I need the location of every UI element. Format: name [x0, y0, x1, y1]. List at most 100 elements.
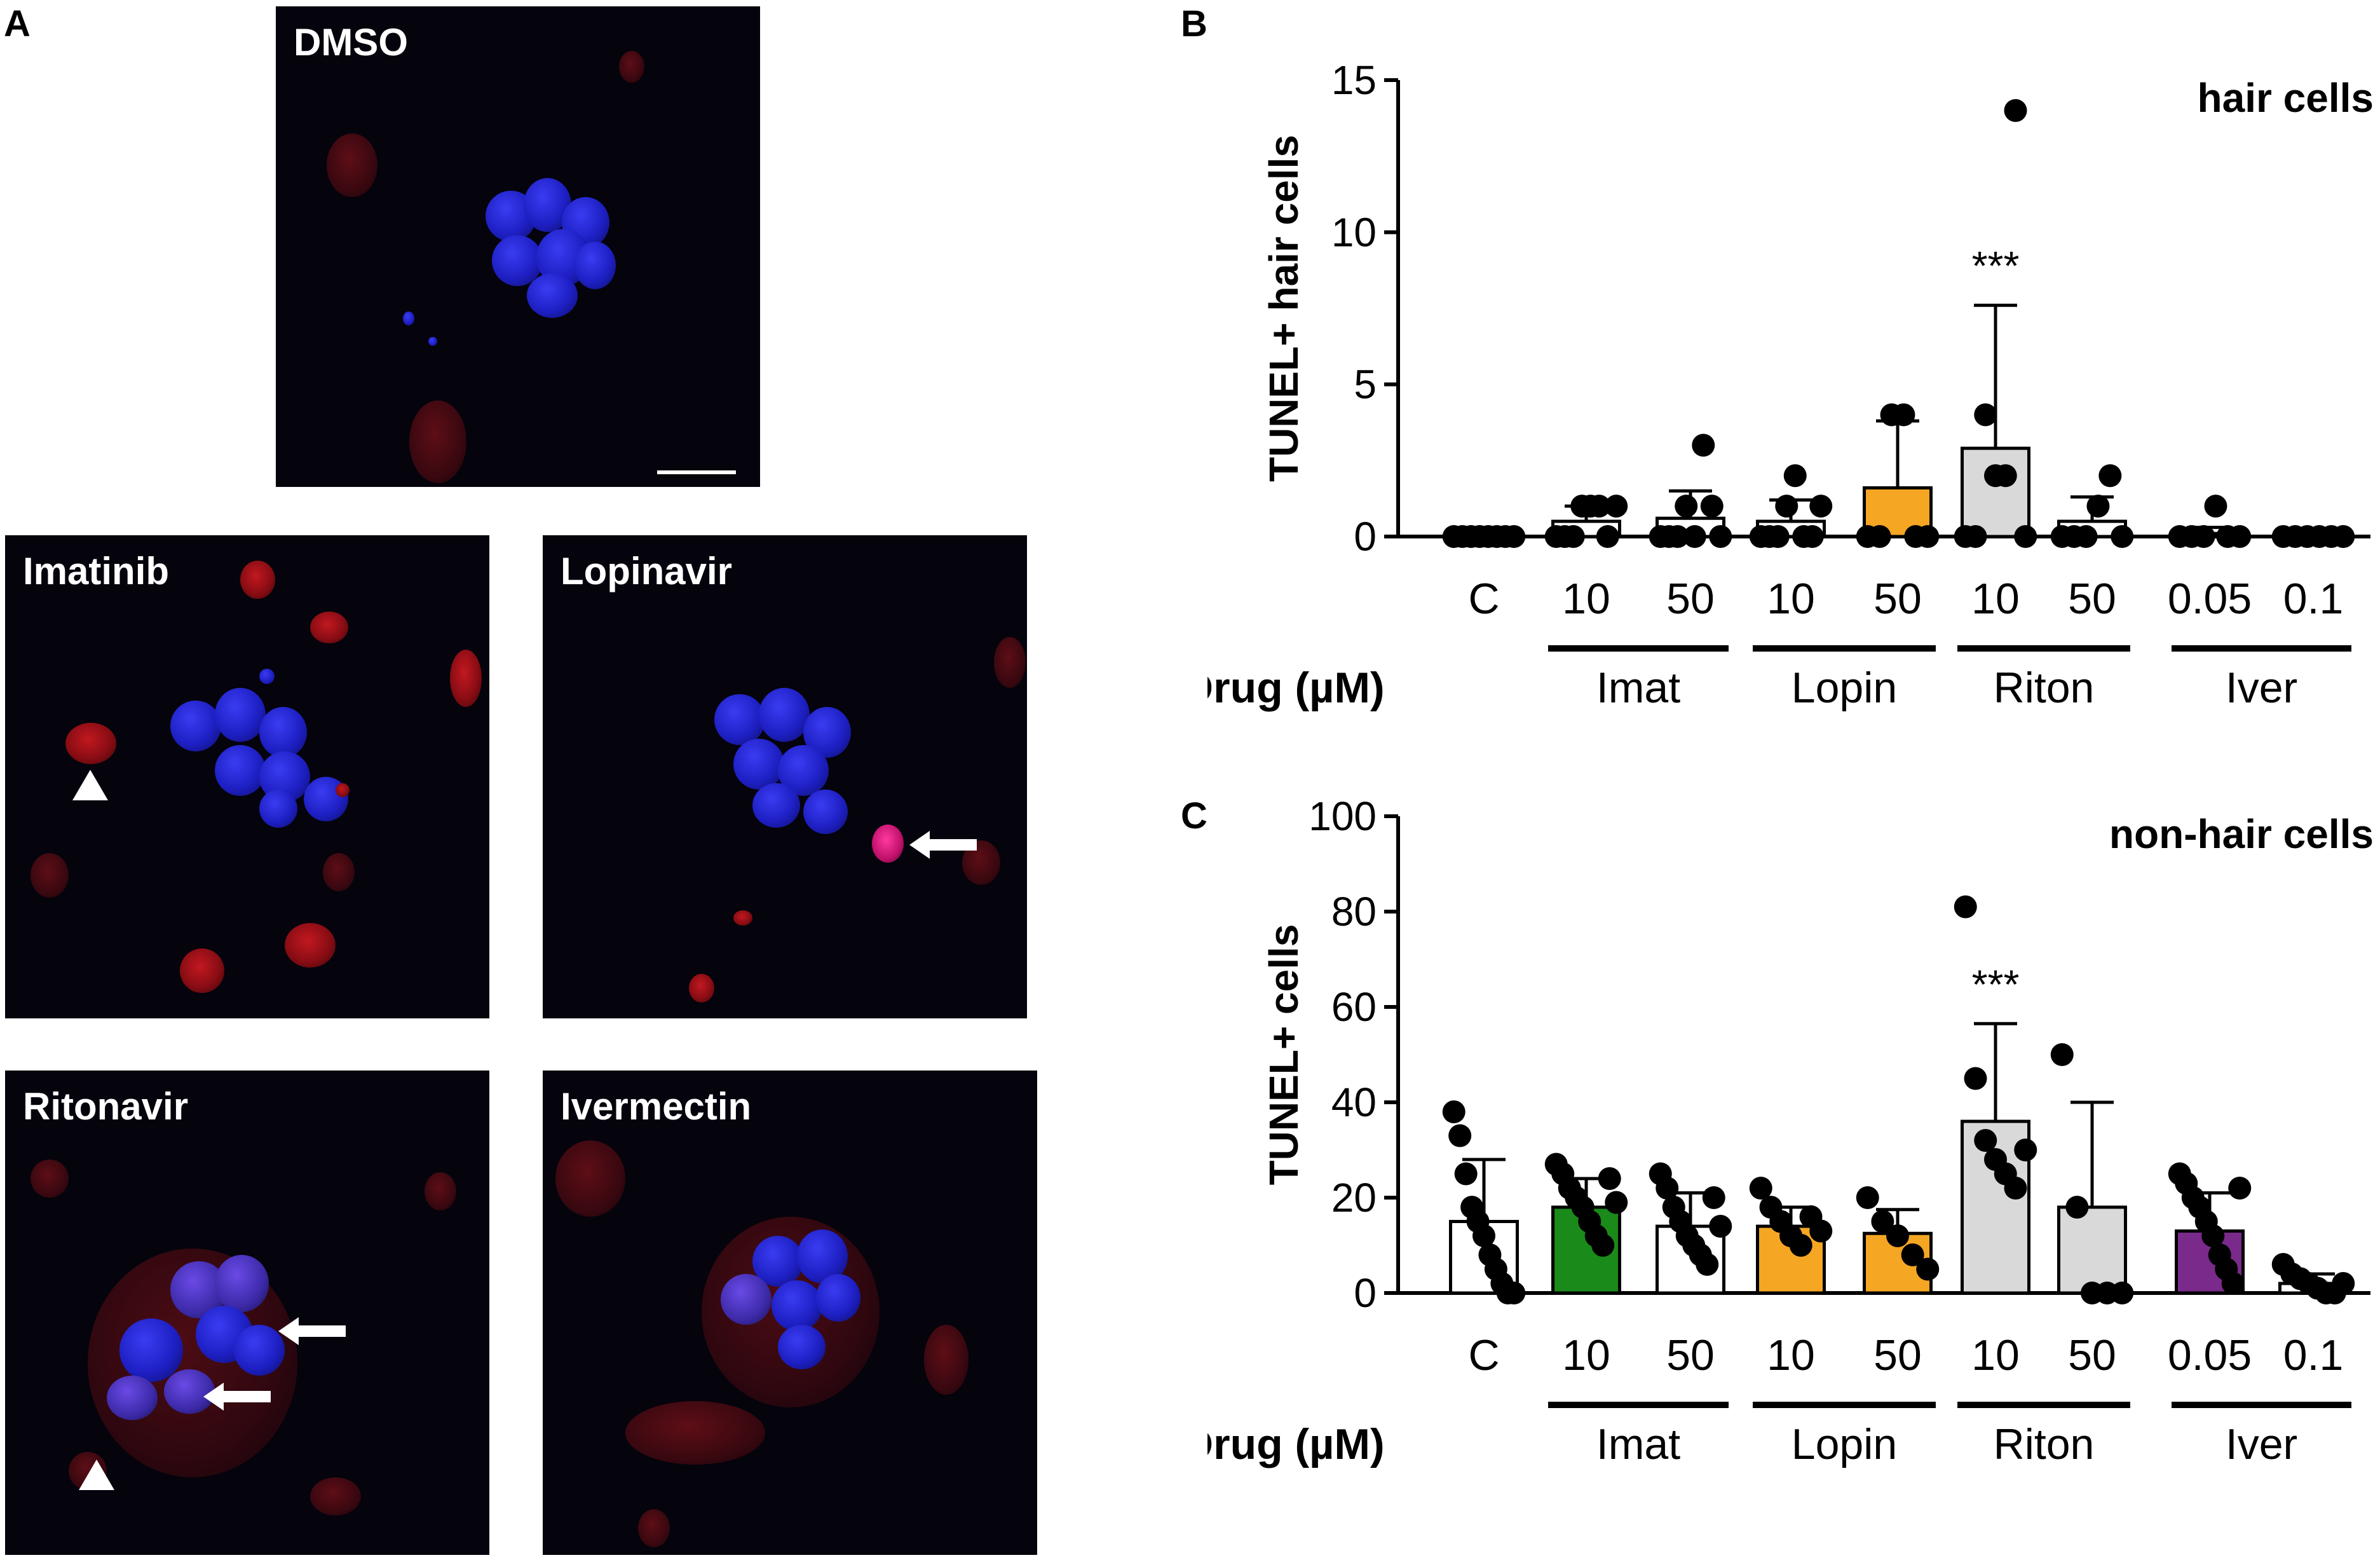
- y-tick-label: 60: [1331, 984, 1377, 1030]
- data-point: [1442, 1100, 1465, 1123]
- x-tick-label: 10: [1562, 575, 1610, 623]
- data-point: [1591, 1234, 1615, 1257]
- tunel-cell: [450, 650, 482, 707]
- data-point: [1683, 525, 1706, 548]
- x-tick-label: C: [1468, 575, 1499, 623]
- tunel-cell: [323, 853, 355, 891]
- debris: [403, 311, 414, 325]
- data-point: [1856, 1186, 1879, 1209]
- x-tick-label: 50: [1873, 1331, 1922, 1379]
- tunel-cell: [240, 561, 275, 599]
- data-point: [2050, 1043, 2074, 1066]
- arrowhead-icon: [72, 770, 108, 800]
- chart-title: non-hair cells: [2109, 811, 2374, 857]
- data-point: [1766, 525, 1790, 548]
- hair-cell-nucleus: [259, 707, 307, 758]
- chart-hair-cells: 0 5 10 15 TUNEL+ hair cells hair cells C 10 50 10…: [1207, 57, 2374, 712]
- micrograph-ritonavir: Ritonavir: [5, 1071, 489, 1555]
- micrograph-dmso: DMSO: [276, 6, 760, 487]
- x-tick-label: 10: [1562, 1331, 1610, 1379]
- hair-cell-nucleus: [215, 1255, 269, 1312]
- y-tick-label: 5: [1354, 362, 1377, 407]
- x-tick-label: 0.05: [2168, 1331, 2252, 1379]
- y-tick-label: 15: [1331, 57, 1377, 103]
- hair-cell-nucleus: [752, 783, 800, 828]
- y-tick-label: 100: [1309, 793, 1377, 839]
- x-tick-label: 0.05: [2168, 575, 2252, 623]
- y-tick-label: 20: [1331, 1175, 1377, 1221]
- arrow-icon: [278, 1317, 346, 1345]
- data-point: [1749, 1177, 1772, 1200]
- debris: [428, 337, 437, 346]
- tunel-cell: [638, 1509, 670, 1547]
- data-point: [1675, 495, 1698, 518]
- data-point: [1964, 525, 1987, 548]
- x-tick-label: 10: [1767, 1331, 1815, 1379]
- hair-cell-nucleus: [772, 1280, 822, 1331]
- tunel-cell: [625, 1401, 765, 1465]
- data-point: [1502, 525, 1526, 548]
- x-tick-label: 50: [1873, 575, 1922, 623]
- hair-cell-nucleus: [119, 1318, 183, 1382]
- data-point: [1886, 1224, 1909, 1247]
- data-point: [2098, 464, 2122, 488]
- tunel-cell: [409, 400, 466, 483]
- tunel-cell: [327, 133, 377, 197]
- data-point: [1702, 1186, 1725, 1209]
- group-label: Iver: [2226, 664, 2297, 712]
- group-label: Imat: [1596, 664, 1680, 712]
- bar: [2057, 1205, 2127, 1295]
- tunel-cell: [310, 1477, 361, 1516]
- data-point: [1448, 1124, 1472, 1147]
- micrograph-label-lopinavir: Lopinavir: [561, 550, 733, 592]
- data-point: [2074, 525, 2098, 548]
- data-point: [2192, 525, 2215, 548]
- x-tick-label: 10: [1971, 575, 2020, 623]
- tunel-cell: [310, 612, 348, 643]
- micrograph-lopinavir: Lopinavir: [543, 535, 1027, 1018]
- data-point: [1700, 495, 1724, 518]
- data-point: [1954, 895, 1977, 919]
- data-point: [2221, 1272, 2245, 1295]
- data-point: [2201, 1224, 2225, 1247]
- micrograph-label-dmso: DMSO: [294, 21, 408, 64]
- x-tick-label: 50: [2068, 1331, 2116, 1379]
- x-axis-label: Drug (µM): [1207, 1420, 1385, 1468]
- micrograph-ivermectin: Ivermectin: [543, 1071, 1037, 1555]
- data-point: [1800, 525, 1824, 548]
- hair-cell-nucleus: [527, 273, 578, 318]
- micrograph-label-ivermectin: Ivermectin: [561, 1085, 752, 1128]
- data-point: [1964, 1067, 1987, 1090]
- micrograph-label-imatinib: Imatinib: [23, 550, 170, 592]
- data-point: [2111, 525, 2134, 548]
- data-point: [1892, 403, 1915, 427]
- chart-non-hair-cells: 0 20 40 60 80 100 TUNEL+ cells non-hair cells C 1…: [1207, 793, 2374, 1468]
- data-point: [2086, 495, 2110, 518]
- hair-cell-nucleus: [164, 1369, 215, 1414]
- data-point: [1656, 1177, 1679, 1200]
- hair-cell-nucleus: [721, 1274, 772, 1325]
- data-point: [1783, 464, 1807, 488]
- tunel-cell: [619, 51, 644, 83]
- group-label: Lopin: [1792, 664, 1897, 712]
- tunel-cell: [689, 974, 714, 1002]
- hair-cell-nucleus: [575, 242, 616, 289]
- data-point: [1588, 495, 1611, 518]
- data-point: [2228, 525, 2252, 548]
- panel-letter-c: C: [1181, 795, 1207, 837]
- data-point: [1605, 495, 1628, 518]
- data-point: [1916, 525, 1940, 548]
- data-point: [1974, 1129, 1997, 1152]
- x-tick-label: 50: [2068, 575, 2116, 623]
- hair-cell-nucleus: [733, 739, 784, 790]
- group-label: Lopin: [1792, 1420, 1897, 1468]
- data-point: [1561, 525, 1585, 548]
- data-point: [1709, 1215, 1732, 1238]
- data-point: [2228, 1177, 2252, 1200]
- tunel-cell: [31, 853, 69, 898]
- micrograph-imatinib: Imatinib: [5, 535, 489, 1018]
- y-axis-label: TUNEL+ cells: [1261, 924, 1307, 1186]
- data-point: [1696, 1253, 1719, 1276]
- hair-cell-nucleus: [215, 688, 266, 742]
- chart-title: hair cells: [2198, 75, 2374, 121]
